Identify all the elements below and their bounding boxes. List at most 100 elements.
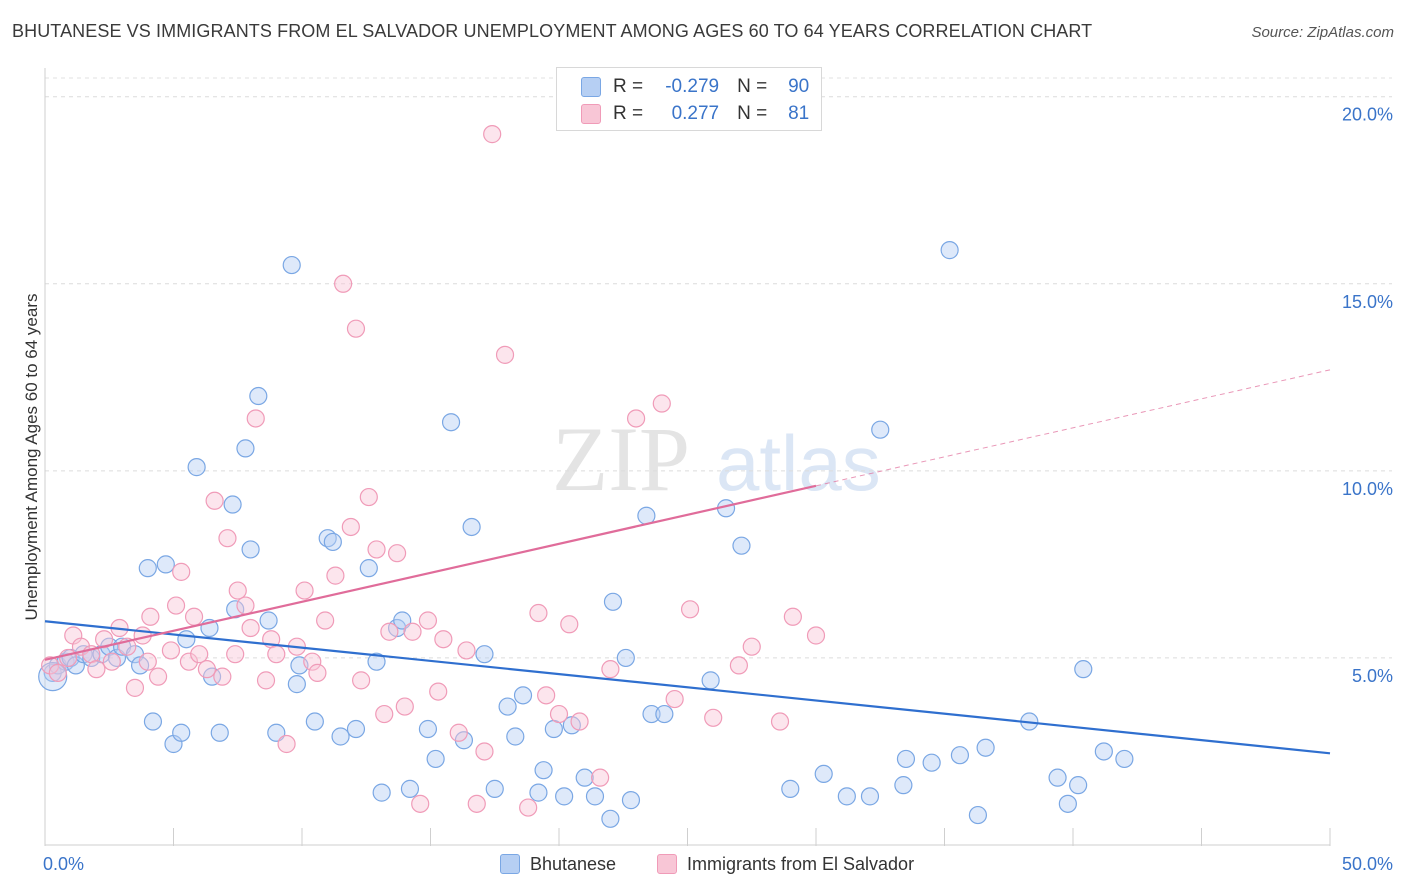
data-point-salvador	[346, 319, 366, 338]
data-point-salvador	[403, 622, 422, 641]
stats-n-label: N =	[737, 76, 768, 97]
data-point-salvador	[626, 409, 646, 428]
legend-item-bhutanese[interactable]: Bhutanese	[500, 852, 616, 876]
data-point-bhutanese	[1074, 660, 1093, 679]
data-point-salvador	[341, 517, 360, 537]
data-point-bhutanese	[655, 704, 674, 724]
data-point-salvador	[213, 667, 232, 686]
data-point-salvador	[256, 671, 276, 690]
data-point-bhutanese	[950, 746, 970, 765]
data-point-bhutanese	[575, 768, 594, 787]
trendline-bhutanese	[44, 620, 1331, 755]
data-point-salvador	[95, 630, 114, 649]
x-tick-label: 50.0%	[1342, 854, 1393, 874]
data-point-bhutanese	[393, 611, 412, 630]
chart-title: BHUTANESE VS IMMIGRANTS FROM EL SALVADOR…	[12, 21, 1093, 41]
data-point-salvador	[429, 682, 448, 701]
watermark-atlas: atlas	[716, 419, 881, 507]
data-point-salvador	[742, 637, 761, 656]
data-point-bhutanese	[940, 241, 959, 260]
stats-swatch-bhutanese	[581, 77, 601, 97]
data-point-bhutanese	[441, 413, 461, 432]
data-point-salvador	[161, 641, 181, 660]
data-point-salvador	[411, 794, 430, 813]
data-point-bhutanese	[210, 723, 229, 742]
data-point-bhutanese	[837, 787, 856, 806]
stats-n-value: 81	[788, 103, 810, 124]
data-point-salvador	[570, 712, 589, 731]
axes: 5.0% 10.0% 15.0% 20.0% 0.0% 50.0%	[43, 68, 1393, 874]
data-point-bhutanese	[585, 787, 605, 806]
data-point-salvador	[295, 581, 314, 600]
data-point-bhutanese	[968, 805, 988, 825]
stats-swatch-salvador	[581, 104, 601, 124]
data-point-salvador	[434, 630, 453, 649]
correlation-stats-box: R = -0.279 N = 90 R = 0.277 N = 81	[556, 67, 822, 131]
data-point-bhutanese	[513, 686, 533, 705]
data-point-salvador	[475, 742, 494, 761]
trendline-salvador	[44, 484, 817, 661]
data-point-bhutanese	[323, 532, 342, 552]
data-point-salvador	[228, 581, 247, 600]
data-point-bhutanese	[287, 675, 306, 694]
data-point-bhutanese	[1069, 776, 1088, 795]
data-point-bhutanese	[462, 517, 481, 537]
data-point-bhutanese	[1058, 794, 1077, 813]
data-point-bhutanese	[1115, 749, 1134, 769]
data-point-bhutanese	[156, 555, 175, 574]
data-point-salvador	[236, 596, 255, 615]
trend-lines	[44, 369, 1331, 755]
y-tick-label: 10.0%	[1342, 479, 1393, 499]
data-point-salvador	[359, 487, 378, 507]
data-point-salvador	[770, 712, 790, 731]
data-point-salvador	[138, 652, 157, 671]
data-point-bhutanese	[894, 776, 913, 795]
data-point-bhutanese	[426, 749, 445, 769]
data-point-bhutanese	[267, 723, 286, 742]
data-point-bhutanese	[1094, 742, 1113, 761]
data-point-salvador	[495, 345, 515, 364]
data-point-bhutanese	[498, 697, 517, 716]
data-point-bhutanese	[249, 386, 268, 406]
data-point-salvador	[560, 615, 579, 634]
data-point-bhutanese	[485, 779, 504, 798]
data-point-salvador	[537, 686, 556, 705]
data-point-bhutanese	[922, 753, 941, 772]
data-point-salvador	[380, 622, 399, 641]
data-point-salvador	[418, 611, 438, 630]
data-point-salvador	[519, 798, 538, 817]
data-point-salvador	[483, 125, 502, 144]
legend-item-salvador[interactable]: Immigrants from El Salvador	[657, 852, 914, 876]
data-point-salvador	[218, 529, 237, 548]
data-point-salvador	[102, 652, 121, 671]
data-point-salvador	[457, 641, 476, 660]
stats-n-value: 90	[788, 76, 810, 97]
data-point-salvador	[367, 540, 386, 559]
data-point-salvador	[601, 660, 620, 679]
data-point-salvador	[184, 607, 204, 626]
data-point-bhutanese	[331, 727, 350, 746]
y-tick-label: 15.0%	[1342, 292, 1393, 312]
data-point-bhutanese	[282, 255, 301, 275]
data-point-bhutanese-cluster	[38, 662, 68, 692]
stats-r-value: -0.279	[665, 76, 720, 97]
data-point-salvador	[316, 611, 335, 630]
data-point-salvador	[205, 491, 224, 510]
legend-swatch-bhutanese	[500, 854, 520, 874]
data-point-salvador	[334, 274, 353, 293]
data-point-salvador	[467, 794, 486, 813]
data-point-bhutanese	[976, 738, 995, 757]
data-point-bhutanese	[1048, 768, 1067, 787]
x-tick-label: 0.0%	[43, 854, 84, 874]
data-point-salvador	[783, 607, 802, 626]
data-point-salvador	[387, 544, 407, 563]
data-point-salvador	[179, 652, 199, 671]
data-point-salvador	[449, 723, 468, 742]
data-point-bhutanese	[601, 809, 620, 828]
data-point-salvador	[148, 667, 168, 686]
data-point-salvador	[190, 645, 209, 664]
data-point-salvador	[549, 704, 569, 724]
y-axis-label: Unemployment Among Ages 60 to 64 years	[22, 294, 41, 621]
data-point-salvador	[529, 603, 548, 623]
data-point-bhutanese	[603, 592, 623, 611]
